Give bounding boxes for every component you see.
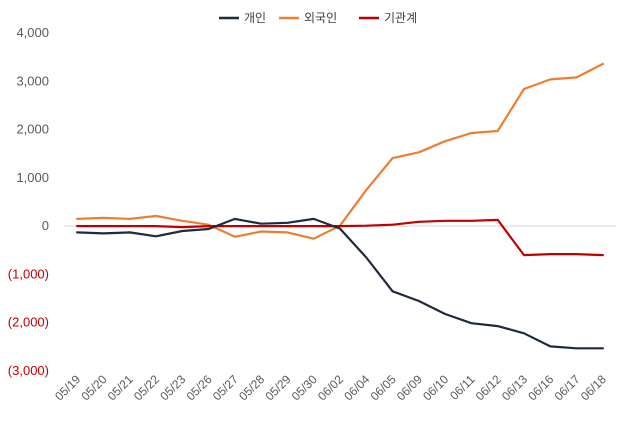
x-tick-label: 05/28 xyxy=(236,372,267,403)
y-tick-label: 1,000 xyxy=(16,170,49,185)
x-tick-label: 05/26 xyxy=(184,372,215,403)
y-tick-label: 0 xyxy=(42,218,49,233)
series-line-1 xyxy=(75,62,605,240)
y-tick-label: 4,000 xyxy=(16,25,49,40)
x-axis: 05/1905/2005/2105/2205/2305/2605/2705/28… xyxy=(52,372,609,403)
y-tick-label: (1,000) xyxy=(8,266,49,281)
x-tick-label: 05/23 xyxy=(157,372,188,403)
legend-label: 기관계 xyxy=(384,11,417,25)
x-tick-label: 05/22 xyxy=(131,372,162,403)
series-line-0 xyxy=(75,217,605,350)
series-line-2 xyxy=(75,218,605,257)
y-tick-label: (2,000) xyxy=(8,315,49,330)
x-tick-label: 06/09 xyxy=(394,372,425,403)
x-tick-label: 06/10 xyxy=(420,372,451,403)
x-tick-label: 05/21 xyxy=(105,372,136,403)
x-tick-label: 06/02 xyxy=(315,372,346,403)
y-axis: 4,000 3,000 2,000 1,000 0 (1,000) (2,000) (3,00… xyxy=(8,25,49,378)
x-tick-label: 06/16 xyxy=(525,372,556,403)
x-tick-label: 06/12 xyxy=(473,372,504,403)
x-tick-label: 05/30 xyxy=(289,372,320,403)
x-tick-label: 05/29 xyxy=(262,372,293,403)
y-tick-label: (3,000) xyxy=(8,363,49,378)
legend-label: 개인 xyxy=(244,11,266,25)
y-tick-label: 3,000 xyxy=(16,73,49,88)
x-tick-label: 05/20 xyxy=(78,372,109,403)
x-tick-label: 06/13 xyxy=(499,372,530,403)
legend-label: 외국인 xyxy=(304,11,337,25)
x-tick-label: 06/04 xyxy=(341,372,372,403)
chart-legend: 개인 외국인 기관계 xyxy=(219,11,417,25)
plot-area xyxy=(64,62,616,350)
x-tick-label: 05/19 xyxy=(52,372,83,403)
y-tick-label: 2,000 xyxy=(16,122,49,137)
x-tick-label: 05/27 xyxy=(210,372,241,403)
x-tick-label: 06/17 xyxy=(552,372,583,403)
x-tick-label: 06/05 xyxy=(368,372,399,403)
x-tick-label: 06/18 xyxy=(578,372,609,403)
x-tick-label: 06/11 xyxy=(447,372,478,403)
